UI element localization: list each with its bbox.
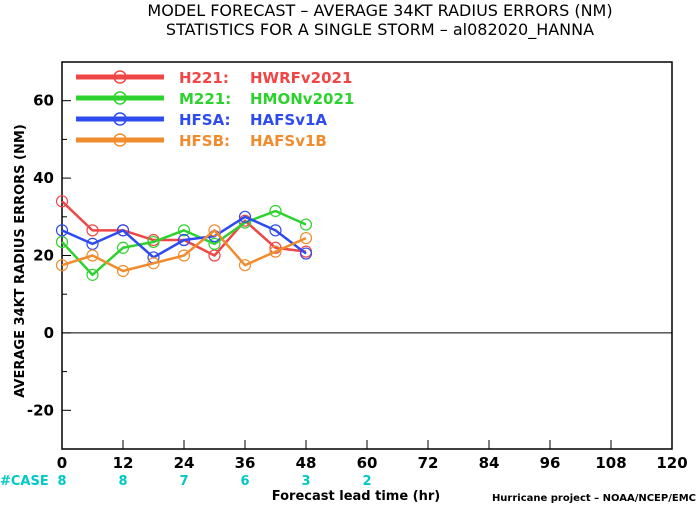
x-tick-label: 0 bbox=[57, 454, 67, 472]
legend-name: HFSA: bbox=[179, 111, 231, 129]
legend-item-hfsb: HFSB: HAFSv1B bbox=[76, 132, 327, 150]
x-tick-label: 72 bbox=[418, 454, 439, 472]
data-point bbox=[269, 245, 282, 258]
data-point bbox=[86, 237, 99, 250]
case-label: #CASE bbox=[0, 474, 49, 489]
data-point bbox=[55, 259, 69, 272]
x-axis-label: Forecast lead time (hr) bbox=[272, 489, 440, 504]
case-count: 8 bbox=[57, 474, 66, 489]
data-point bbox=[55, 224, 69, 237]
x-tick-label: 84 bbox=[479, 454, 500, 472]
y-axis-label: AVERAGE 34KT RADIUS ERRORS (NM) bbox=[13, 124, 28, 398]
x-tick-label: 36 bbox=[235, 454, 256, 472]
legend-marker bbox=[113, 133, 127, 147]
data-point bbox=[269, 204, 282, 218]
legend-label: HMONv2021 bbox=[250, 90, 354, 108]
data-point bbox=[55, 235, 69, 249]
case-count: 2 bbox=[362, 474, 371, 489]
data-point bbox=[299, 218, 313, 231]
x-tick-label: 120 bbox=[656, 454, 687, 472]
data-point bbox=[238, 210, 252, 223]
legend-marker bbox=[113, 91, 127, 105]
case-count: 7 bbox=[179, 474, 188, 489]
data-point bbox=[147, 257, 160, 270]
data-point bbox=[86, 249, 99, 262]
legend-item-m221: M221: HMONv2021 bbox=[76, 90, 354, 108]
data-point bbox=[116, 224, 130, 237]
x-tick-label: 96 bbox=[540, 454, 561, 472]
legend-item-hfsa: HFSA: HAFSv1A bbox=[76, 111, 327, 129]
data-point bbox=[299, 247, 313, 260]
x-tick-label: 60 bbox=[357, 454, 378, 472]
data-point bbox=[86, 268, 99, 281]
case-count: 8 bbox=[118, 474, 127, 489]
data-point bbox=[147, 235, 160, 249]
data-point bbox=[55, 195, 69, 208]
case-count: 3 bbox=[301, 474, 310, 489]
x-tick-label: 24 bbox=[174, 454, 195, 472]
data-point bbox=[177, 233, 191, 247]
data-point bbox=[177, 224, 191, 237]
y-tick-label: 0 bbox=[44, 324, 54, 342]
data-point bbox=[269, 241, 282, 254]
y-tick-label: 40 bbox=[33, 169, 54, 187]
legend-label: HAFSv1B bbox=[250, 132, 327, 150]
legend-label: HWRFv2021 bbox=[250, 69, 352, 87]
legend-item-h221: H221: HWRFv2021 bbox=[76, 69, 352, 87]
chart-title: MODEL FORECAST – AVERAGE 34KT RADIUS ERR… bbox=[147, 1, 612, 20]
data-point bbox=[208, 224, 221, 237]
series-hfsa bbox=[55, 210, 313, 264]
data-point bbox=[208, 249, 221, 262]
series-line bbox=[61, 215, 307, 259]
data-point bbox=[269, 224, 282, 237]
x-tick-label: 12 bbox=[113, 454, 134, 472]
legend-marker bbox=[113, 70, 127, 84]
series-line bbox=[61, 209, 307, 277]
x-tick-label: 108 bbox=[595, 454, 626, 472]
credit-text: Hurricane project – NOAA/NCEP/EMC bbox=[492, 493, 696, 504]
y-tick-label: 60 bbox=[33, 92, 54, 110]
data-point bbox=[116, 264, 130, 278]
y-tick-label: 20 bbox=[33, 247, 54, 265]
series-hfsb bbox=[55, 224, 313, 278]
legend-marker bbox=[113, 112, 127, 126]
data-point bbox=[86, 224, 99, 237]
legend-name: H221: bbox=[179, 69, 229, 87]
y-tick-label: -20 bbox=[27, 401, 54, 419]
data-point bbox=[208, 237, 221, 250]
legend-name: M221: bbox=[179, 90, 231, 108]
data-point bbox=[238, 259, 252, 272]
case-count: 6 bbox=[240, 474, 249, 489]
legend-label: HAFSv1A bbox=[250, 111, 327, 129]
data-point bbox=[177, 249, 191, 262]
series-line bbox=[61, 229, 307, 273]
series-m221 bbox=[55, 204, 313, 281]
chart-subtitle: STATISTICS FOR A SINGLE STORM – al082020… bbox=[166, 20, 594, 40]
legend-name: HFSB: bbox=[179, 132, 230, 150]
x-tick-label: 48 bbox=[296, 454, 317, 472]
data-point bbox=[299, 231, 313, 245]
data-point bbox=[116, 241, 130, 254]
